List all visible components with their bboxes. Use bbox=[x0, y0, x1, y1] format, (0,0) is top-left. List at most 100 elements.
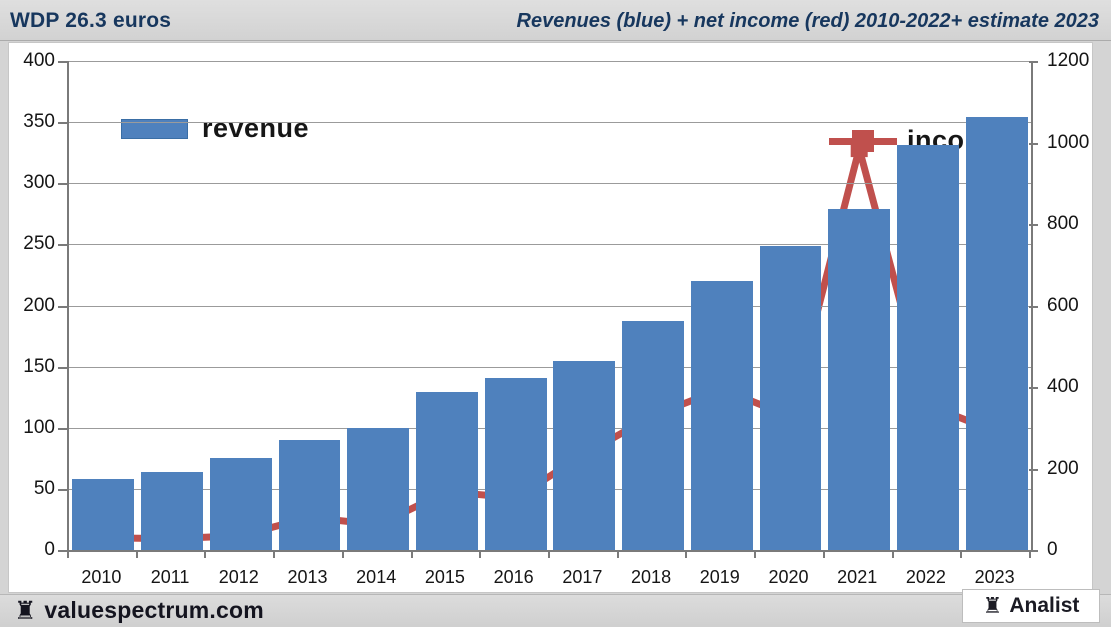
y-axis-label-left: 350 bbox=[23, 111, 55, 133]
x-axis-label: 2012 bbox=[218, 567, 259, 587]
gridline bbox=[69, 122, 1031, 124]
revenue-bar bbox=[896, 145, 959, 550]
y-axis-label-right: 0 bbox=[1047, 539, 1058, 560]
badge-text: Analist bbox=[1009, 594, 1080, 617]
gridline bbox=[69, 183, 1031, 185]
footer-bar: ♜ valuespectrum.com bbox=[0, 594, 1111, 627]
rook-icon: ♜ bbox=[982, 593, 1003, 618]
axis-tick bbox=[58, 550, 67, 552]
axis-tick bbox=[1029, 550, 1031, 558]
axis-tick bbox=[960, 550, 963, 558]
revenue-bar bbox=[965, 117, 1028, 550]
revenue-bar bbox=[415, 392, 478, 550]
gridline bbox=[69, 366, 1031, 368]
axis-tick bbox=[58, 305, 67, 308]
axis-tick bbox=[1029, 61, 1038, 63]
revenue-bar bbox=[690, 281, 753, 550]
axis-tick bbox=[58, 244, 67, 247]
plot-area: revenue income bbox=[67, 61, 1033, 550]
revenue-bar bbox=[141, 471, 204, 550]
y-axis-label-left: 0 bbox=[44, 539, 55, 560]
axis-tick bbox=[754, 550, 757, 558]
axis-tick bbox=[1029, 305, 1038, 308]
x-axis-label: 2018 bbox=[631, 567, 672, 587]
axis-tick bbox=[548, 550, 550, 558]
y-axis-label-right: 200 bbox=[1047, 457, 1079, 479]
axis-tick bbox=[1029, 468, 1038, 471]
gridline bbox=[69, 305, 1031, 307]
chart-panel: revenue income 0 50 100 150 200 250 300 350 400 0… bbox=[8, 42, 1093, 593]
axis-tick bbox=[273, 550, 276, 558]
y-axis-label-right: 600 bbox=[1047, 294, 1079, 316]
x-axis-label: 2015 bbox=[424, 567, 465, 587]
revenue-bar bbox=[347, 427, 410, 550]
axis-tick bbox=[479, 550, 482, 558]
axis-tick bbox=[1029, 142, 1038, 145]
chart-title: Revenues (blue) + net income (red) 2010-… bbox=[516, 10, 1100, 32]
x-axis-label: 2021 bbox=[837, 567, 878, 587]
x-axis-label: 2013 bbox=[287, 567, 328, 587]
axis-tick bbox=[204, 550, 207, 558]
axis-tick bbox=[58, 183, 67, 186]
gridline bbox=[69, 244, 1031, 246]
axis-tick bbox=[58, 427, 67, 430]
brand: ♜ valuespectrum.com bbox=[14, 597, 264, 624]
y-axis-label-right: 1000 bbox=[1047, 131, 1090, 153]
axis-tick bbox=[822, 550, 825, 558]
y-axis-label-right: 800 bbox=[1047, 213, 1079, 234]
revenue-bar bbox=[828, 208, 891, 550]
gridline bbox=[69, 427, 1031, 429]
y-axis-label-right: 400 bbox=[1047, 376, 1079, 397]
brand-text: valuespectrum.com bbox=[44, 597, 264, 623]
axis-tick bbox=[58, 366, 67, 369]
x-axis-label: 2019 bbox=[699, 567, 740, 587]
legend-revenue: revenue bbox=[121, 113, 309, 144]
axis-tick bbox=[1029, 387, 1038, 389]
y-axis-label-left: 300 bbox=[23, 172, 55, 194]
y-axis-label-left: 200 bbox=[23, 294, 55, 316]
stock-title: WDP 26.3 euros bbox=[10, 9, 172, 32]
x-axis-label: 2016 bbox=[493, 567, 534, 587]
income-swatch bbox=[829, 129, 897, 152]
axis-tick bbox=[341, 550, 344, 558]
axis-tick bbox=[58, 488, 67, 491]
gridline bbox=[69, 488, 1031, 490]
x-axis-label: 2022 bbox=[905, 567, 946, 587]
header-bar: WDP 26.3 euros Revenues (blue) + net inc… bbox=[0, 0, 1111, 41]
y-axis-label-left: 400 bbox=[23, 50, 55, 71]
revenue-bar bbox=[484, 377, 547, 550]
legend-revenue-label: revenue bbox=[202, 113, 310, 143]
axis-tick bbox=[1029, 550, 1038, 552]
x-axis-label: 2014 bbox=[356, 567, 397, 587]
y-axis-label-left: 250 bbox=[23, 233, 55, 255]
axis-tick bbox=[1029, 224, 1038, 226]
x-axis-label: 2017 bbox=[562, 567, 603, 587]
axis-tick bbox=[891, 550, 894, 558]
y-axis-label-left: 150 bbox=[23, 355, 55, 377]
axis-tick bbox=[58, 61, 67, 63]
axis-tick bbox=[67, 550, 69, 558]
gridline bbox=[69, 61, 1031, 62]
x-axis-label: 2023 bbox=[974, 567, 1015, 587]
revenue-bar bbox=[278, 439, 341, 550]
axis-tick bbox=[135, 550, 138, 558]
revenue-bar bbox=[622, 321, 685, 550]
axis-tick bbox=[410, 550, 413, 558]
y-axis-label-right: 1200 bbox=[1047, 50, 1090, 71]
x-axis-label: 2010 bbox=[81, 567, 122, 587]
x-axis-label: 2011 bbox=[150, 567, 190, 587]
y-axis-label-left: 50 bbox=[33, 477, 55, 499]
revenue-bar bbox=[72, 479, 135, 550]
revenue-bar bbox=[553, 360, 616, 550]
axis-tick bbox=[616, 550, 619, 558]
revenue-bar bbox=[759, 245, 822, 550]
revenue-swatch bbox=[121, 118, 188, 139]
y-axis-label-left: 100 bbox=[23, 416, 55, 438]
axis-tick bbox=[685, 550, 688, 558]
analist-badge: ♜ Analist bbox=[962, 589, 1100, 623]
rook-icon: ♜ bbox=[14, 596, 37, 625]
x-axis-label: 2020 bbox=[768, 567, 809, 587]
revenue-bar bbox=[209, 458, 272, 550]
axis-tick bbox=[58, 122, 67, 125]
